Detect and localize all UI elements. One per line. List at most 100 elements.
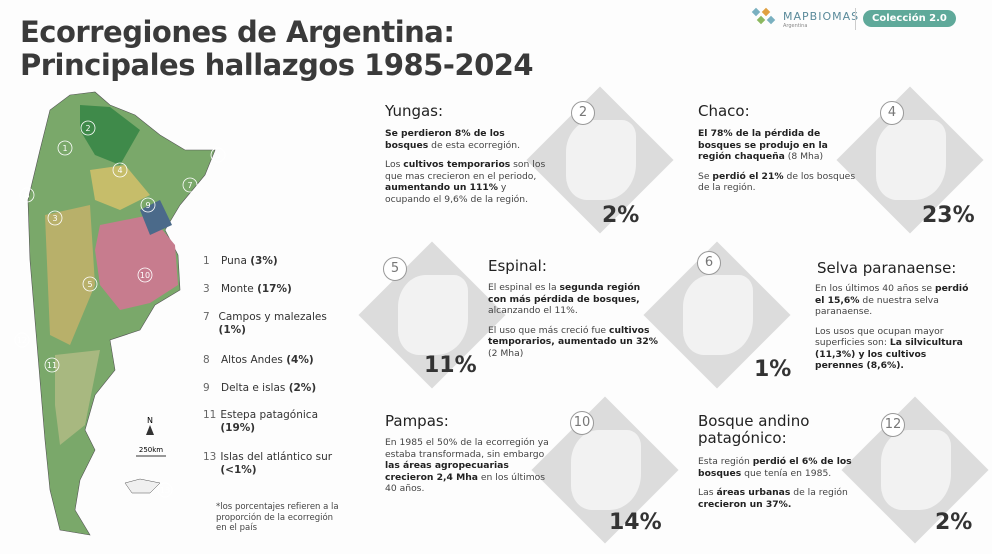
text-run: En los últimos 40 años se (815, 283, 935, 294)
legend-share: (<1%) (220, 464, 257, 476)
legend-text: Monte (17%) (221, 283, 292, 296)
text-run: de nuestra selva paranaense. (815, 294, 939, 318)
card-region-shape (876, 120, 946, 200)
text-run: El uso que más creció fue (488, 324, 609, 336)
text-run: cultivos temporarios (403, 159, 511, 170)
map-label-ring (112, 162, 128, 178)
card-percent: 2% (935, 510, 973, 535)
card-text: Esta región perdió el 6% de los bosques … (698, 456, 858, 518)
legend-item: 9 Delta e islas (2%) (203, 382, 333, 395)
card-region-shape (566, 120, 636, 200)
legend-text: Islas del atlántico sur (<1%) (220, 451, 333, 477)
legend-share: (4%) (286, 354, 314, 366)
text-run: crecieron un 37%. (698, 498, 792, 510)
legend-number: 9 (203, 382, 210, 394)
card-text: El espinal es la segunda región con más … (488, 282, 658, 367)
legend-number: 11 (203, 409, 217, 421)
legend-text: Puna (3%) (221, 255, 278, 268)
legend-share: (3%) (250, 255, 278, 267)
text-run: perdió el 6% de los bosques (698, 456, 852, 479)
text-run: de los bosques de la región. (698, 170, 856, 194)
card-title: Selva paranaense: (817, 259, 957, 277)
card-number: 5 (383, 257, 407, 281)
legend-share: (19%) (220, 422, 256, 434)
card-text: En 1985 el 50% de la ecorregión ya estab… (385, 437, 555, 503)
legend-item: 13 Islas del atlántico sur (<1%) (203, 451, 333, 477)
map-label-ring (47, 210, 63, 226)
text-run: que tenía en 1985. (741, 467, 832, 479)
card-title: Espinal: (488, 257, 547, 275)
map-region (95, 215, 178, 310)
collection-badge: Colección 2.0 (863, 10, 956, 27)
map-label: 9 (145, 201, 150, 210)
card-percent: 2% (602, 203, 640, 228)
map-label: 13 (160, 486, 170, 495)
legend-label: Estepa patagónica (220, 409, 319, 421)
map-label-ring (57, 140, 73, 156)
map-label-ring (137, 267, 153, 283)
text-run: Los usos que ocupan mayor superficies so… (815, 325, 944, 349)
text-run: y ocupando el 9,6% de la región. (385, 182, 529, 205)
card-paragraph: Los cultivos temporarios son los que mas… (385, 159, 550, 205)
card-paragraph: Esta región perdió el 6% de los bosques … (698, 456, 858, 479)
text-run: Esta región (698, 456, 753, 467)
legend-label: Islas del atlántico sur (220, 451, 333, 463)
text-run: alcanzando el 11%. (488, 305, 578, 316)
card-text: En los últimos 40 años se perdió el 15,6… (815, 283, 975, 380)
card-paragraph: En 1985 el 50% de la ecorregión ya estab… (385, 437, 555, 495)
legend-label: Delta e islas (221, 382, 286, 394)
map-label: 12 (17, 336, 27, 345)
card-percent: 23% (922, 203, 975, 228)
card-paragraph: Las áreas urbanas de la región crecieron… (698, 487, 858, 510)
card-title: Yungas: (385, 102, 444, 120)
legend-text: Estepa patagónica (19%) (220, 409, 333, 435)
north-label: N (147, 416, 153, 425)
map-islands (124, 478, 161, 494)
card-paragraph: El espinal es la segunda región con más … (488, 282, 658, 317)
text-run: de la región (790, 487, 848, 498)
card-paragraph: El uso que más creció fue cultivos tempo… (488, 325, 658, 360)
card-text: El 78% de la pérdida de bosques se produ… (698, 128, 863, 202)
text-run: cultivos temporarios, aumentado un 32% (488, 324, 659, 348)
map-label-ring (44, 357, 60, 373)
text-run: Las (698, 487, 717, 498)
map-label-ring (157, 482, 173, 498)
card-percent: 11% (424, 353, 477, 378)
map-label: 5 (87, 280, 92, 289)
text-run: El 78% de la pérdida de bosques se produ… (698, 128, 828, 162)
title: Ecorregiones de Argentina: (20, 15, 455, 49)
legend-number: 3 (203, 283, 210, 295)
card-paragraph: En los últimos 40 años se perdió el 15,6… (815, 283, 975, 318)
text-run: en los últimos 40 años. (385, 471, 546, 495)
legend-item: 8 Altos Andes (4%) (203, 354, 333, 367)
card-paragraph: Los usos que ocupan mayor superficies so… (815, 326, 975, 372)
card-number: 4 (880, 101, 904, 125)
map-region (80, 105, 140, 165)
text-run: Se (698, 170, 713, 182)
text-run: (8 Mha) (784, 151, 824, 162)
legend-item: 7 Campos y malezales (1%) (203, 311, 333, 337)
legend-item: 3 Monte (17%) (203, 283, 333, 296)
brand-logo (751, 7, 776, 25)
legend-number: 1 (203, 255, 210, 267)
card-region-shape (398, 275, 468, 355)
legend-share: (2%) (288, 382, 317, 394)
card-number: 12 (881, 413, 905, 437)
legend-number: 8 (203, 354, 210, 366)
legend-label: Puna (221, 255, 247, 267)
card-number: 10 (570, 411, 594, 435)
text-run: aumentando un 111% (385, 182, 498, 193)
text-run: La silvicultura (11,3%) y los cultivos p… (815, 337, 963, 371)
legend-share: (17%) (257, 283, 292, 295)
legend-number: 13 (203, 451, 217, 463)
text-run: son los que mas crecieron en el periodo, (385, 159, 546, 182)
text-run: áreas urbanas (716, 487, 791, 498)
map-label-ring (14, 332, 30, 348)
map-label-ring (140, 197, 156, 213)
brand-sub: Argentina (783, 23, 808, 29)
card-number: 6 (697, 251, 721, 275)
card-region-shape (881, 430, 951, 510)
